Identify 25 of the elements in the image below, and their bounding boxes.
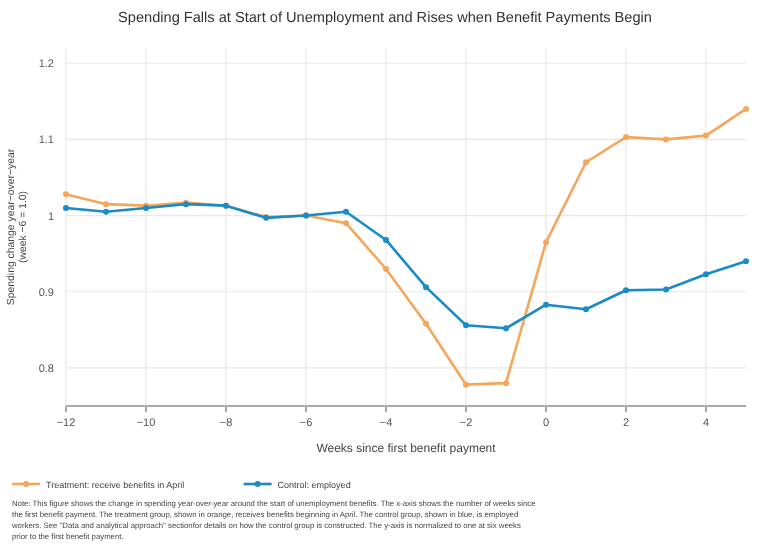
point: [423, 284, 429, 291]
point: [103, 201, 109, 208]
point: [703, 271, 709, 278]
point: [663, 286, 669, 293]
point: [463, 381, 469, 388]
point: [63, 191, 69, 198]
point: [343, 208, 349, 215]
point: [503, 325, 509, 332]
point: [463, 322, 469, 329]
point: [543, 239, 549, 246]
point: [583, 159, 589, 166]
point: [503, 380, 509, 387]
point: [743, 105, 749, 112]
point: [703, 132, 709, 139]
point: [623, 287, 629, 294]
point: [543, 301, 549, 308]
point: [63, 204, 69, 211]
point: [343, 220, 349, 227]
line-series: [63, 201, 749, 332]
point: [583, 306, 589, 313]
point: [663, 136, 669, 143]
line-series: [63, 105, 749, 388]
point: [743, 258, 749, 265]
point: [423, 320, 429, 327]
point: [103, 208, 109, 215]
